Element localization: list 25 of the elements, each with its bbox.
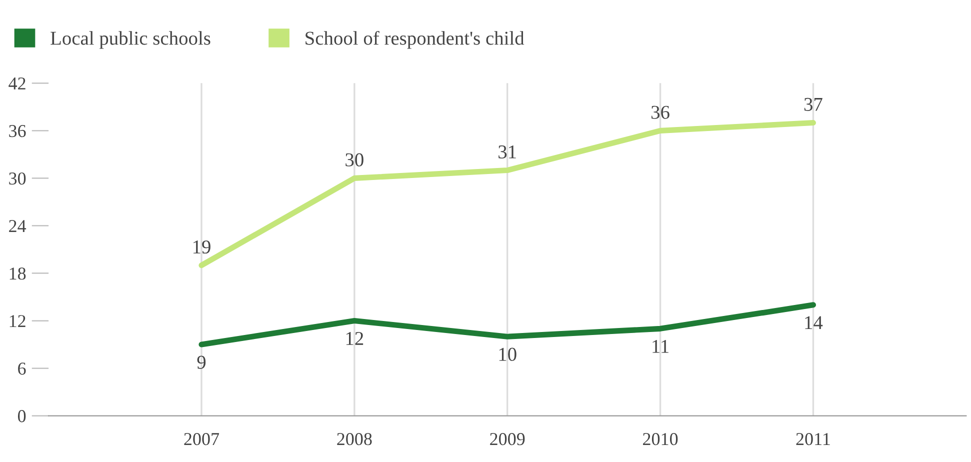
x-tick-label: 2009 <box>490 432 525 446</box>
x-tick-label: 2008 <box>337 432 372 446</box>
data-label: 19 <box>193 240 210 254</box>
data-label: 14 <box>805 316 823 330</box>
x-tick-label: 2010 <box>643 432 678 446</box>
data-label: 31 <box>498 145 516 158</box>
data-label: 11 <box>652 340 668 353</box>
data-label: 30 <box>346 153 364 166</box>
y-tick-label: 42 <box>8 77 26 90</box>
data-label: 37 <box>804 98 822 111</box>
y-tick-label: 6 <box>18 362 26 375</box>
y-tick-label: 36 <box>9 124 26 138</box>
data-label: 10 <box>499 348 516 361</box>
y-tick-label: 18 <box>10 267 26 280</box>
legend-label: Local public schools <box>50 31 210 49</box>
data-label: 12 <box>346 332 364 345</box>
y-tick-label: 12 <box>10 315 26 328</box>
x-tick-label: 2011 <box>796 432 830 446</box>
legend-label: School of respondent's child <box>306 30 524 49</box>
data-label: 9 <box>197 356 206 369</box>
x-tick-label: 2007 <box>184 432 220 446</box>
data-label: 36 <box>651 106 670 119</box>
y-tick-label: 24 <box>9 220 26 232</box>
y-tick-label: 30 <box>9 172 26 185</box>
y-tick-label: 0 <box>18 410 26 422</box>
